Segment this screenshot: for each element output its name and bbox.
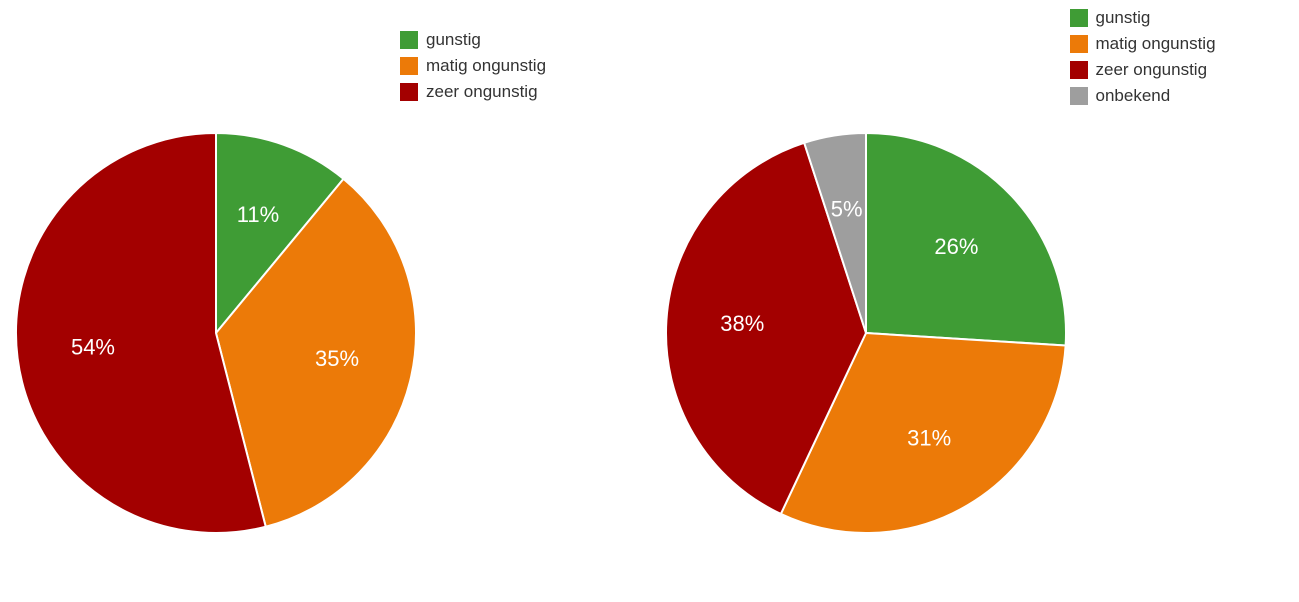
chart-left: gunstig matig ongunstig zeer ongunstig 11% 3… [0, 0, 650, 602]
legend-swatch [1070, 87, 1088, 105]
chart-right: gunstig matig ongunstig zeer ongunstig onbe… [650, 0, 1299, 602]
legend: gunstig matig ongunstig zeer ongunstig [400, 30, 546, 102]
legend-item: onbekend [1070, 86, 1216, 106]
slice-label: 35% [315, 346, 359, 371]
legend-item: matig ongunstig [1070, 34, 1216, 54]
slice-label: 38% [720, 311, 764, 336]
charts-row: gunstig matig ongunstig zeer ongunstig 11% 3… [0, 0, 1299, 602]
legend-item: zeer ongunstig [1070, 60, 1216, 80]
legend: gunstig matig ongunstig zeer ongunstig onbe… [1070, 8, 1216, 106]
pie-chart: 11% 35% 54% [14, 131, 418, 535]
legend-label: zeer ongunstig [426, 82, 538, 102]
legend-swatch [400, 57, 418, 75]
legend-label: zeer ongunstig [1096, 60, 1208, 80]
slice-label: 26% [934, 234, 978, 259]
legend-item: gunstig [1070, 8, 1216, 28]
legend-swatch [400, 83, 418, 101]
slice-label: 11% [237, 202, 279, 227]
slice-label: 31% [907, 426, 951, 451]
legend-item: matig ongunstig [400, 56, 546, 76]
slice-label: 54% [71, 334, 115, 359]
legend-label: matig ongunstig [1096, 34, 1216, 54]
legend-item: gunstig [400, 30, 546, 50]
legend-label: gunstig [426, 30, 481, 50]
legend-swatch [1070, 9, 1088, 27]
legend-swatch [400, 31, 418, 49]
slice-label: 5% [830, 196, 862, 221]
legend-label: matig ongunstig [426, 56, 546, 76]
legend-label: gunstig [1096, 8, 1151, 28]
legend-swatch [1070, 35, 1088, 53]
pie-chart: 26% 31% 38% 5% [664, 131, 1068, 535]
legend-label: onbekend [1096, 86, 1171, 106]
legend-swatch [1070, 61, 1088, 79]
legend-item: zeer ongunstig [400, 82, 546, 102]
